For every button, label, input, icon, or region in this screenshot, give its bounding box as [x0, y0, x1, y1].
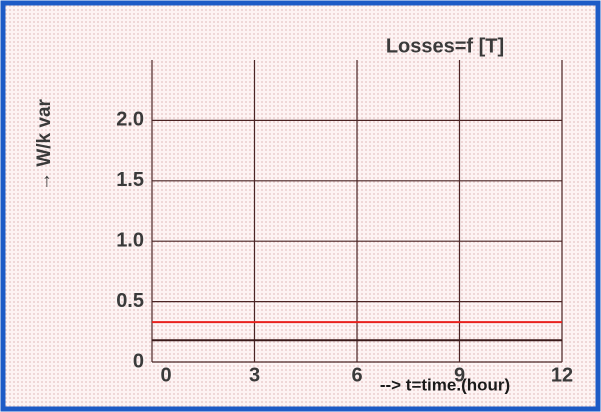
- y-tick-label: 1.5: [116, 169, 144, 191]
- x-tick-label: 3: [249, 364, 260, 386]
- y-tick-label: 0.5: [116, 290, 144, 312]
- x-axis-label: --> t=time.(hour): [380, 375, 510, 394]
- y-axis-label: → W/k var: [34, 98, 55, 190]
- y-tick-label: 1.0: [116, 229, 144, 251]
- x-tick-label: 9: [454, 364, 465, 386]
- y-tick-label: 0: [133, 350, 144, 372]
- x-tick-label: 6: [351, 364, 362, 386]
- x-tick-label: 0: [160, 364, 171, 386]
- chart-title: Losses=f [T]: [386, 35, 504, 57]
- y-tick-label: 2.0: [116, 109, 144, 131]
- x-tick-label: 12: [551, 364, 573, 386]
